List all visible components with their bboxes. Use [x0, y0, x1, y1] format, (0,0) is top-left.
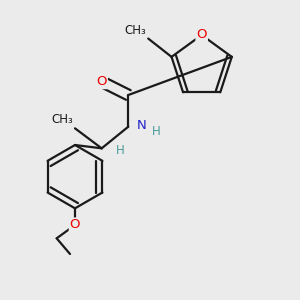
Text: O: O [196, 28, 207, 41]
Text: CH₃: CH₃ [52, 113, 73, 126]
Text: CH₃: CH₃ [125, 24, 146, 37]
Text: N: N [137, 119, 146, 132]
Text: O: O [70, 218, 80, 232]
Text: O: O [96, 75, 107, 88]
Text: H: H [116, 144, 124, 157]
Text: H: H [152, 125, 161, 138]
